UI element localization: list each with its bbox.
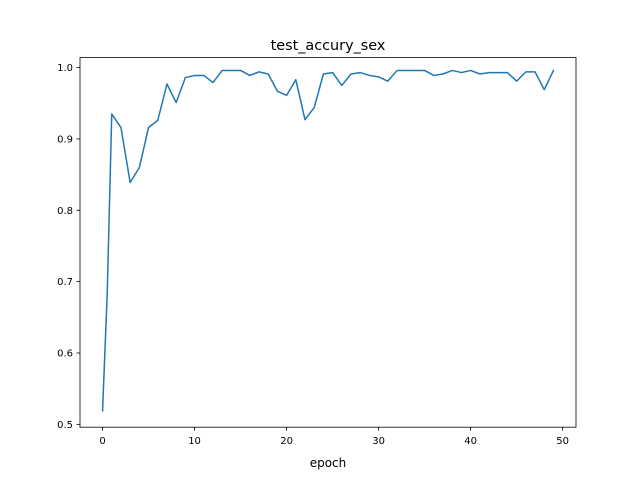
y-tick-label: 0.7 [57, 277, 73, 288]
y-tick-label: 0.9 [57, 135, 73, 146]
series-line-0 [101, 69, 555, 412]
x-tick-label: 0 [99, 436, 105, 447]
plot-frame [79, 57, 577, 428]
series-layer [101, 69, 555, 412]
y-tick-label: 0.8 [57, 206, 73, 217]
y-tick-label: 0.6 [57, 349, 73, 360]
x-tick-label: 20 [280, 436, 293, 447]
x-tick-label: 30 [372, 436, 385, 447]
y-tick-label: 0.5 [57, 420, 73, 431]
x-axis: 0 10 20 30 40 50 [99, 427, 569, 447]
y-tick-label: 1.0 [57, 63, 73, 74]
x-axis-label: epoch [310, 456, 347, 470]
y-axis: 0.5 0.6 0.7 0.8 0.9 1.0 [57, 63, 80, 431]
x-tick-label: 50 [556, 436, 569, 447]
chart-title: test_accury_sex [271, 38, 386, 54]
x-tick-label: 10 [188, 436, 201, 447]
plot-area [79, 57, 577, 428]
x-tick-label: 40 [464, 436, 477, 447]
